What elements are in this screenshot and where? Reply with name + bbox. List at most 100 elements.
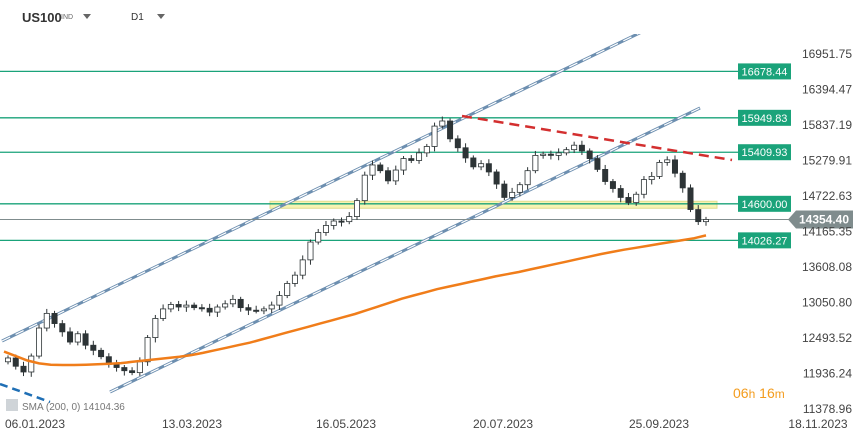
countdown-hours: 06 <box>733 385 749 401</box>
y-tick-label: 14722.63 <box>802 189 852 203</box>
candle <box>245 304 252 316</box>
countdown-minutes: 16 <box>759 385 775 401</box>
candle <box>268 301 275 313</box>
candle <box>625 192 632 206</box>
candle <box>307 239 314 265</box>
candle <box>191 302 198 311</box>
candle <box>524 167 531 190</box>
timeframe-chevron-down-icon[interactable] <box>157 14 165 19</box>
candle <box>640 176 647 199</box>
candle <box>656 159 663 179</box>
sma-200-line[interactable] <box>3 234 707 367</box>
candle <box>571 141 578 153</box>
channel-upper-line[interactable] <box>1 27 652 343</box>
current-price-text: 14354.40 <box>799 212 849 226</box>
candle <box>431 122 438 152</box>
candle <box>284 280 291 299</box>
candle <box>167 301 174 313</box>
x-tick-label: 13.03.2023 <box>162 417 222 431</box>
candle <box>160 304 167 322</box>
level-label: 14600.00 <box>738 195 791 212</box>
candle <box>315 228 322 245</box>
candle <box>408 155 415 164</box>
candle <box>229 294 236 308</box>
y-tick-label: 11378.96 <box>803 402 852 416</box>
candle <box>369 160 376 180</box>
candle <box>253 305 260 314</box>
candle <box>105 353 112 368</box>
candle <box>43 308 50 332</box>
candle <box>276 291 283 310</box>
candle <box>222 300 229 310</box>
short-downtrend-line[interactable] <box>0 382 51 404</box>
candle <box>602 164 609 185</box>
y-tick-label: 11936.24 <box>803 366 852 380</box>
candle <box>462 143 469 163</box>
timeframe-selector[interactable]: D1 <box>131 12 144 23</box>
candle <box>36 324 43 359</box>
candle <box>214 304 221 317</box>
x-tick-label: 18.11.2023 <box>788 417 847 431</box>
channel-lower-line[interactable] <box>109 106 701 394</box>
y-tick-label: 16394.47 <box>802 83 852 97</box>
level-value: 15409.93 <box>742 147 788 159</box>
candle <box>346 212 353 225</box>
y-tick-label: 15279.91 <box>802 154 852 168</box>
candle <box>586 148 593 164</box>
indicator-settings-icon[interactable] <box>6 399 18 411</box>
indicator-legend-text: SMA (200, 0) 14104.36 <box>22 402 125 413</box>
candle <box>377 162 384 174</box>
candle <box>400 156 407 175</box>
candle <box>671 155 678 178</box>
y-tick-label: 13050.80 <box>802 295 852 309</box>
symbol-selector[interactable]: US100 <box>22 10 62 25</box>
candle-countdown: 06h 16m <box>733 385 785 401</box>
candle <box>330 218 337 230</box>
candle <box>291 271 298 287</box>
candle <box>454 135 461 152</box>
candle <box>617 185 624 203</box>
candle <box>20 361 27 377</box>
candle <box>98 347 105 360</box>
level-label: 16678.44 <box>738 63 791 80</box>
candle <box>322 221 329 236</box>
y-tick-label: 14165.35 <box>802 225 852 239</box>
candle <box>516 182 523 197</box>
candle <box>703 216 710 226</box>
candle <box>82 330 89 350</box>
candle <box>237 296 244 312</box>
candle <box>260 306 267 315</box>
candle <box>532 150 539 174</box>
candle <box>687 184 694 213</box>
symbol-chevron-down-icon[interactable] <box>83 14 91 19</box>
candle <box>633 191 640 206</box>
symbol-type-tag: IND <box>61 14 74 21</box>
candle <box>353 198 360 220</box>
candle <box>563 147 570 156</box>
candle <box>416 148 423 164</box>
current-price-label: 14354.40 <box>788 210 853 229</box>
candle <box>299 255 306 280</box>
candle <box>555 148 562 161</box>
candle <box>679 170 686 193</box>
candle <box>175 300 182 312</box>
descending-trend-line[interactable] <box>461 114 733 162</box>
candle <box>392 165 399 185</box>
candle <box>152 314 159 343</box>
candle <box>447 118 454 143</box>
countdown-hours-unit: h <box>748 387 756 401</box>
candle <box>501 180 508 200</box>
level-label: 14026.27 <box>738 232 791 249</box>
candle <box>206 303 213 317</box>
level-label: 15949.83 <box>738 109 791 126</box>
candle <box>578 140 585 156</box>
countdown-minutes-unit: m <box>774 387 785 401</box>
candle <box>648 171 655 185</box>
x-tick-label: 20.07.2023 <box>473 417 533 431</box>
x-tick-label: 16.05.2023 <box>316 417 376 431</box>
y-tick-label: 15837.19 <box>802 118 852 132</box>
candle <box>183 300 190 312</box>
y-tick-label: 13608.08 <box>802 260 852 274</box>
candle <box>28 353 35 377</box>
